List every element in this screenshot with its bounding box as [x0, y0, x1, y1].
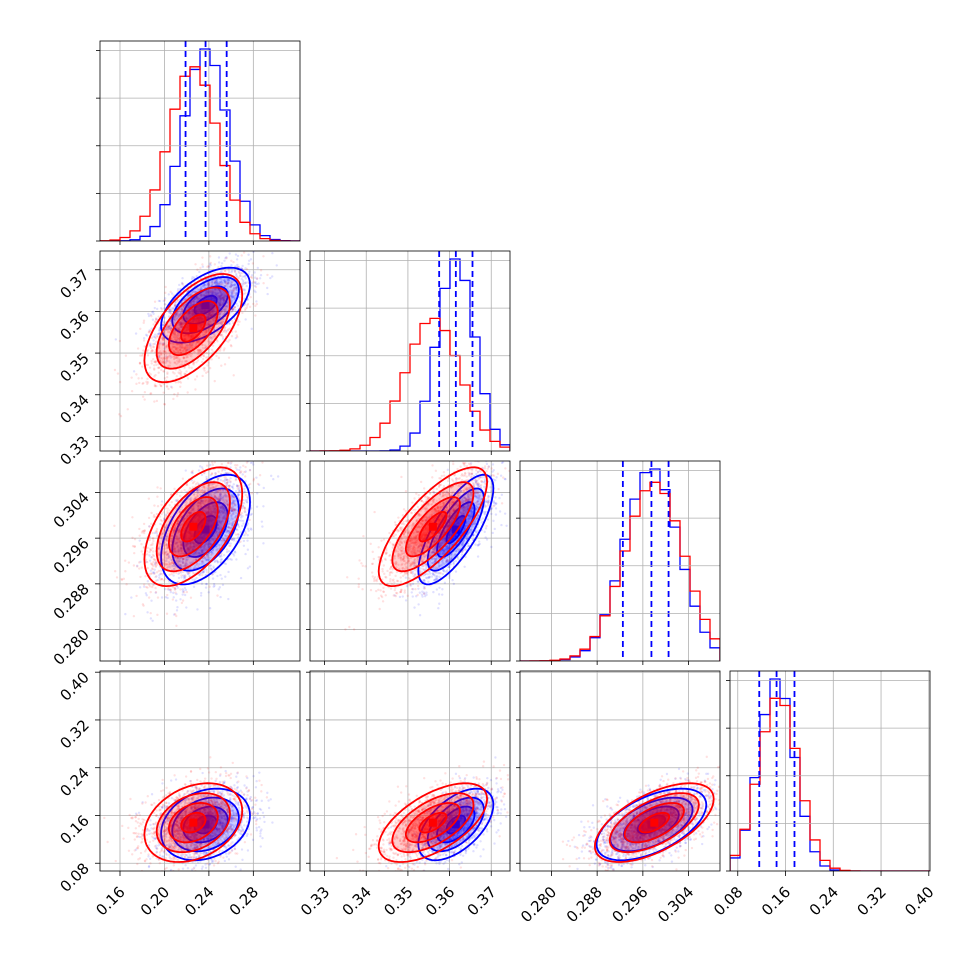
- contours-series-1: [593, 782, 715, 863]
- y-tick-label: 0.37: [56, 266, 92, 302]
- y-tick-label: 0.288: [50, 580, 93, 623]
- density-peak: [451, 525, 460, 534]
- panel-frame: [309, 460, 511, 662]
- contour-level: [593, 782, 715, 863]
- x-tick-label: 0.20: [137, 883, 173, 919]
- x-tick-label: 0.40: [901, 883, 937, 919]
- y-tick-label: 0.40: [56, 668, 92, 704]
- contour-level: [143, 466, 244, 588]
- contour-level: [160, 266, 251, 344]
- histogram-panel-0: [96, 40, 301, 245]
- x-tick-label: 0.34: [339, 883, 375, 919]
- histogram-panel-1: [306, 250, 511, 455]
- density-peak: [451, 820, 460, 829]
- contour-level: [417, 787, 495, 862]
- panel-frame: [99, 460, 301, 662]
- contour-level: [377, 466, 489, 588]
- panel-frame: [309, 250, 511, 452]
- y-tick-label: 0.24: [56, 764, 92, 800]
- density-peak: [201, 525, 210, 534]
- scatter-panel-1-0: 0.33 0.34 0.35 0.36 0.37: [56, 250, 301, 469]
- y-tick-label: 0.16: [56, 812, 92, 848]
- contours-series-1: [143, 782, 244, 863]
- x-tick-label: 0.28: [226, 883, 262, 919]
- density-peak: [189, 818, 198, 827]
- y-tick-label: 0.280: [50, 626, 93, 669]
- histogram-series-0: [100, 48, 300, 241]
- x-tick-label: 0.16: [92, 883, 128, 919]
- contours-series-1: [377, 782, 489, 863]
- density-peak: [189, 324, 198, 333]
- histogram-series-1: [520, 481, 720, 661]
- contour-level: [143, 782, 244, 863]
- y-tick-label: 0.32: [56, 716, 92, 752]
- y-tick-label: 0.296: [50, 534, 93, 577]
- density-peak: [189, 522, 198, 531]
- x-tick-label: 0.16: [758, 883, 794, 919]
- scatter-panel-3-1: 0.33 0.34 0.35 0.36 0.37: [297, 670, 511, 919]
- x-tick-label: 0.08: [710, 883, 746, 919]
- y-tick-label: 0.33: [56, 433, 92, 469]
- x-tick-label: 0.32: [853, 883, 889, 919]
- scatter-panel-3-0: 0.16 0.20 0.24 0.280.080.160.240.320.40: [56, 668, 301, 919]
- x-tick-label: 0.288: [563, 883, 606, 926]
- contour-level: [417, 473, 495, 586]
- panel-frame: [99, 670, 301, 872]
- histogram-series-1: [310, 317, 510, 451]
- scatter-panel-2-1: [306, 460, 511, 665]
- density-peak: [201, 820, 210, 829]
- histogram-series-0: [730, 678, 930, 871]
- contour-level: [377, 782, 489, 863]
- y-tick-label: 0.35: [56, 349, 92, 385]
- contour-level: [160, 473, 251, 586]
- x-tick-label: 0.36: [422, 883, 458, 919]
- x-tick-label: 0.296: [609, 883, 652, 926]
- contour-level: [160, 787, 251, 862]
- panel-frame: [519, 670, 721, 872]
- panel-frame: [99, 40, 301, 242]
- x-tick-label: 0.304: [654, 883, 697, 926]
- density-peak: [201, 301, 210, 310]
- x-tick-label: 0.33: [297, 883, 333, 919]
- x-tick-label: 0.37: [464, 883, 500, 919]
- x-tick-label: 0.24: [806, 883, 842, 919]
- x-tick-label: 0.280: [517, 883, 560, 926]
- density-peak: [650, 818, 659, 827]
- histogram-panel-2: [516, 460, 721, 665]
- x-tick-label: 0.35: [380, 883, 416, 919]
- panel-frame: [309, 670, 511, 872]
- y-tick-label: 0.08: [56, 859, 92, 895]
- contours-series-0: [160, 266, 251, 344]
- contours-series-1: [143, 466, 244, 588]
- panel-frame: [99, 250, 301, 452]
- histogram-panel-3: 0.08 0.16 0.24 0.32 0.40: [710, 670, 938, 919]
- panel-frame: [729, 670, 931, 872]
- contour-level: [143, 273, 244, 384]
- histogram-series-1: [100, 66, 300, 241]
- contours-series-1: [377, 466, 489, 588]
- x-tick-label: 0.24: [181, 883, 217, 919]
- contours-series-1: [143, 273, 244, 384]
- density-peak: [428, 818, 437, 827]
- y-tick-label: 0.34: [56, 391, 92, 427]
- y-tick-label: 0.36: [56, 308, 92, 344]
- density-peak: [428, 522, 437, 531]
- panel-frame: [519, 460, 721, 662]
- y-tick-label: 0.304: [50, 489, 93, 532]
